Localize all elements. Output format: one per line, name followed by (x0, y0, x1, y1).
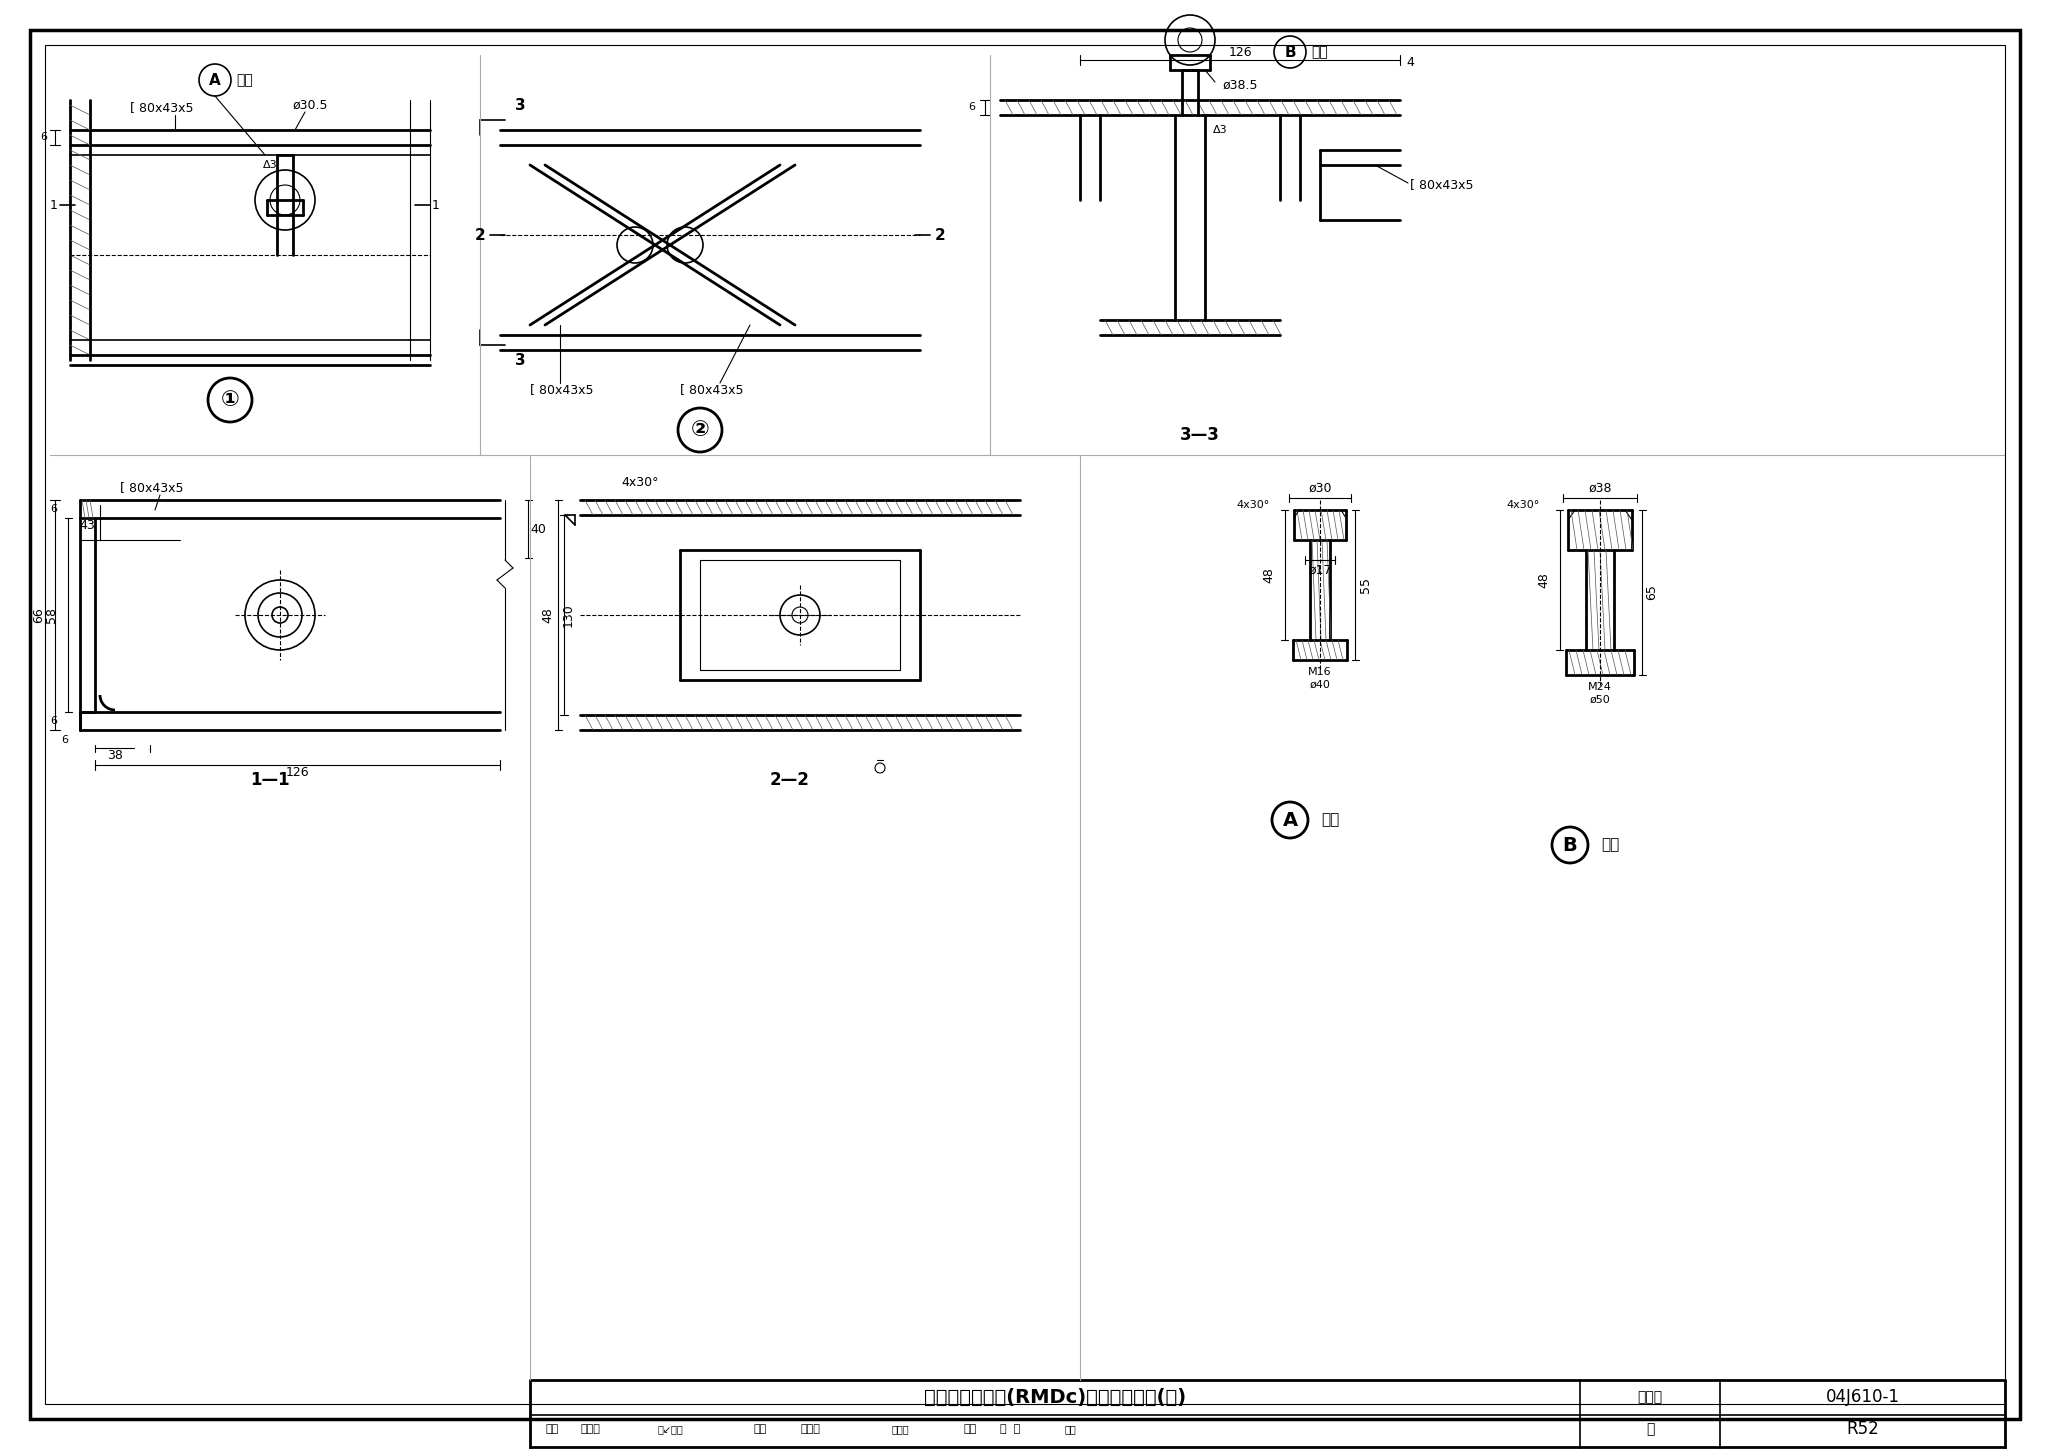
Text: Δ3: Δ3 (262, 159, 276, 170)
Text: 38: 38 (106, 749, 123, 762)
Text: 3: 3 (514, 97, 526, 113)
Text: ø38: ø38 (1589, 481, 1612, 494)
Text: 螺套: 螺套 (1602, 838, 1620, 852)
Text: 126: 126 (285, 765, 309, 778)
Text: 6: 6 (49, 716, 57, 726)
Text: 螺套: 螺套 (1311, 45, 1329, 59)
Text: ø30: ø30 (1309, 481, 1331, 494)
Text: 设计: 设计 (963, 1424, 977, 1435)
Text: B: B (1563, 836, 1577, 855)
Text: ø17: ø17 (1309, 564, 1331, 577)
Text: 王祖光: 王祖光 (580, 1424, 600, 1435)
Text: M16: M16 (1309, 667, 1331, 677)
Text: 48: 48 (1536, 572, 1550, 588)
Text: Δ3: Δ3 (1212, 125, 1227, 135)
Text: ø40: ø40 (1309, 680, 1331, 690)
Text: [ 80x43x5: [ 80x43x5 (121, 481, 184, 494)
Text: 图集号: 图集号 (1638, 1390, 1663, 1404)
Text: ①: ① (221, 390, 240, 410)
Text: 1: 1 (432, 199, 440, 212)
Text: [ 80x43x5: [ 80x43x5 (680, 384, 743, 397)
Text: 48: 48 (1262, 567, 1276, 582)
Text: 2: 2 (934, 227, 946, 242)
Text: 6: 6 (41, 132, 47, 142)
Text: 3—3: 3—3 (1180, 426, 1221, 443)
Text: 130: 130 (561, 603, 575, 627)
Text: 2—2: 2—2 (770, 771, 809, 790)
Text: 4: 4 (1407, 55, 1413, 68)
Text: ョ↙凼光: ョ↙凼光 (657, 1424, 682, 1435)
Text: 48: 48 (541, 607, 555, 623)
Text: ②: ② (690, 420, 709, 440)
Text: 6: 6 (61, 735, 68, 745)
Text: 43: 43 (80, 519, 94, 532)
Text: 55: 55 (1358, 577, 1372, 593)
Text: [ 80x43x5: [ 80x43x5 (1409, 178, 1473, 191)
Text: A: A (209, 72, 221, 87)
Text: 66: 66 (33, 607, 45, 623)
Text: 李正刚: 李正刚 (801, 1424, 819, 1435)
Text: M24: M24 (1587, 682, 1612, 693)
Text: 审核: 审核 (545, 1424, 559, 1435)
Text: R52: R52 (1845, 1420, 1878, 1439)
Text: 页: 页 (1647, 1423, 1655, 1436)
Text: ø30.5: ø30.5 (293, 99, 328, 112)
Text: 6: 6 (969, 101, 975, 112)
Text: 龟いィ: 龟いィ (891, 1424, 909, 1435)
Text: 4x30°: 4x30° (621, 475, 659, 488)
Text: 2: 2 (475, 227, 485, 242)
Text: 58: 58 (45, 607, 57, 623)
Text: 6: 6 (49, 504, 57, 514)
Text: A: A (1282, 810, 1298, 829)
Text: 1: 1 (49, 199, 57, 212)
Text: 40: 40 (530, 523, 547, 536)
Text: [ 80x43x5: [ 80x43x5 (129, 101, 193, 114)
Text: [ 80x43x5: [ 80x43x5 (530, 384, 594, 397)
Text: 65: 65 (1645, 584, 1659, 600)
Text: 4x30°: 4x30° (1237, 500, 1270, 510)
Text: 04J610-1: 04J610-1 (1825, 1388, 1898, 1406)
Text: 混ろ: 混ろ (1065, 1424, 1075, 1435)
Text: B: B (1284, 45, 1296, 59)
Text: ø50: ø50 (1589, 696, 1610, 706)
Text: 3: 3 (514, 352, 526, 368)
Text: 校对: 校对 (754, 1424, 766, 1435)
Text: 洪  森: 洪 森 (999, 1424, 1020, 1435)
Text: 螺套: 螺套 (238, 72, 254, 87)
Text: 4x30°: 4x30° (1507, 500, 1540, 510)
Text: ø38.5: ø38.5 (1223, 78, 1257, 91)
Text: 1—1: 1—1 (250, 771, 291, 790)
Text: 钢质电动推拉门(RMDc)门扇骨架详图(一): 钢质电动推拉门(RMDc)门扇骨架详图(一) (924, 1388, 1186, 1407)
Text: 126: 126 (1229, 45, 1251, 58)
Text: 螺套: 螺套 (1321, 813, 1339, 827)
